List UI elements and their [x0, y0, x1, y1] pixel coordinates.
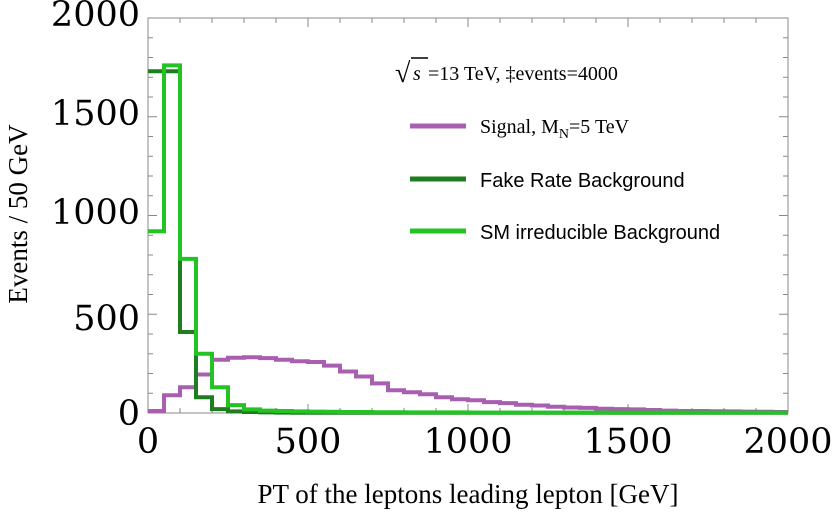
y-tick-label-0: 0	[118, 394, 140, 434]
series-layer	[148, 63, 788, 415]
x-axis-title: PT of the leptons leading lepton [GeV]	[258, 479, 679, 509]
legend-label-fake-rate: Fake Rate Background	[480, 170, 685, 192]
x-tick-label-0: 0	[137, 422, 159, 462]
legend: Signal, MN=5 TeV Fake Rate Background SM…	[410, 116, 720, 244]
legend-label-sm-irreducible: SM irreducible Background	[480, 222, 720, 244]
sqrt-s-variable: s	[413, 63, 421, 85]
y-tick-label-1500: 1500	[51, 94, 140, 134]
y-tick-label-1000: 1000	[51, 193, 140, 233]
sqrt-symbol: √	[395, 58, 411, 89]
energy-annotation: √ s =13 TeV, ‡events=4000	[395, 57, 618, 89]
series-line-sm-irreducible	[148, 63, 788, 415]
x-tick-label-1500: 1500	[583, 422, 672, 462]
energy-annotation-text: =13 TeV, ‡events=4000	[428, 63, 618, 85]
legend-label-signal: Signal, MN=5 TeV	[480, 116, 630, 142]
x-tick-label-1000: 1000	[423, 422, 512, 462]
x-tick-label-2000: 2000	[743, 422, 832, 462]
y-tick-label-2000: 2000	[51, 0, 140, 35]
x-tick-label-500: 500	[275, 422, 342, 462]
y-axis-title: Events / 50 GeV	[3, 124, 33, 304]
y-tick-label-500: 500	[73, 299, 140, 339]
